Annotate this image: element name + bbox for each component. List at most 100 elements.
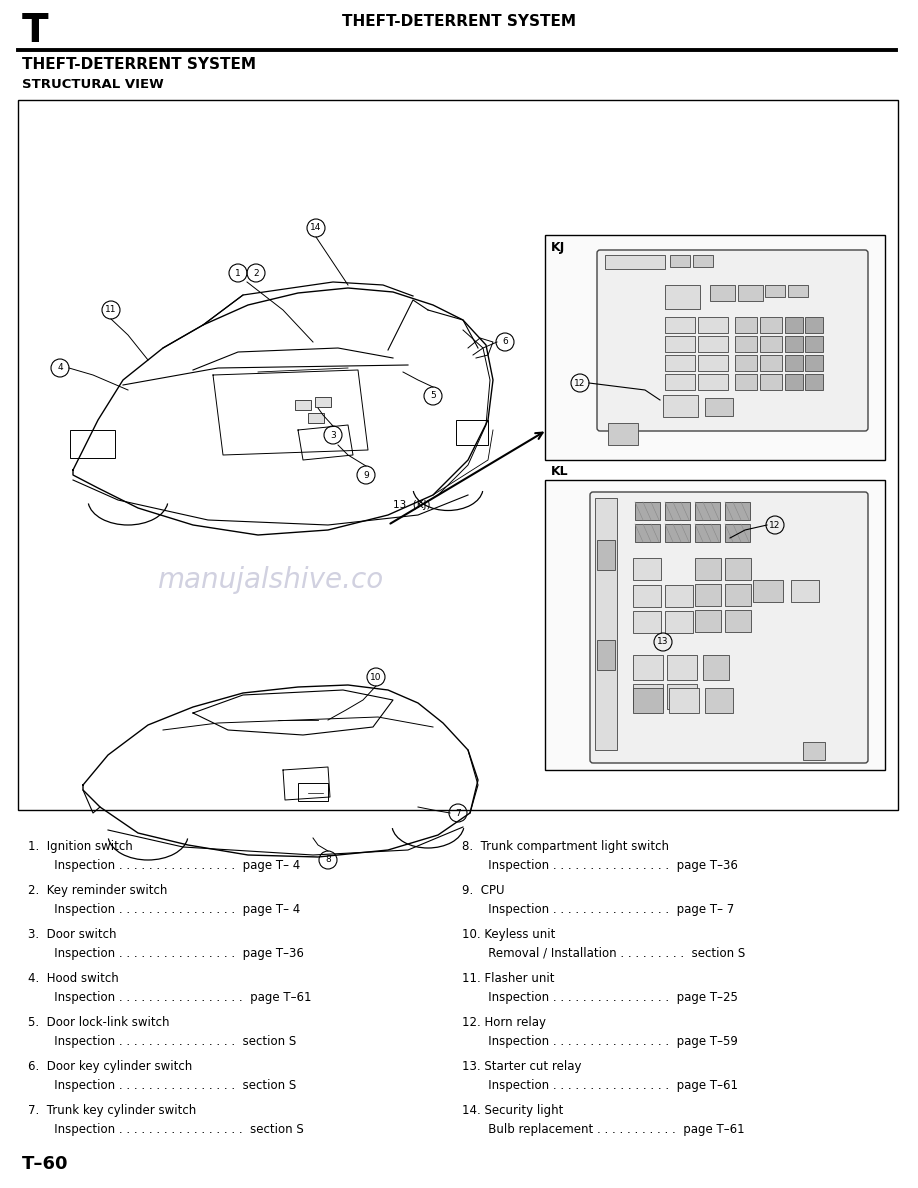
Text: Inspection . . . . . . . . . . . . . . . . .  section S: Inspection . . . . . . . . . . . . . . .…: [28, 1123, 304, 1136]
Text: T: T: [22, 12, 49, 50]
Bar: [803, 742, 825, 760]
FancyBboxPatch shape: [597, 249, 868, 431]
Bar: [695, 503, 720, 520]
Bar: [735, 355, 757, 371]
Bar: [760, 336, 782, 352]
Text: Inspection . . . . . . . . . . . . . . . .  page T–59: Inspection . . . . . . . . . . . . . . .…: [462, 1035, 738, 1048]
Text: Inspection . . . . . . . . . . . . . . . .  page T– 4: Inspection . . . . . . . . . . . . . . .…: [28, 859, 300, 872]
Text: 14. Security light: 14. Security light: [462, 1104, 564, 1117]
Bar: [805, 317, 823, 333]
Bar: [695, 558, 721, 580]
Text: Inspection . . . . . . . . . . . . . . . .  page T–61: Inspection . . . . . . . . . . . . . . .…: [462, 1079, 738, 1092]
Bar: [665, 503, 690, 520]
Bar: [667, 655, 697, 680]
Bar: [785, 374, 803, 390]
Text: 2: 2: [253, 268, 259, 278]
Bar: [710, 285, 735, 301]
Bar: [18, 100, 898, 810]
Text: 6: 6: [502, 337, 508, 347]
Text: T–60: T–60: [22, 1155, 69, 1173]
Bar: [315, 397, 331, 407]
Bar: [705, 398, 733, 416]
Bar: [760, 317, 782, 333]
Bar: [753, 580, 783, 602]
Text: 4.  Hood switch: 4. Hood switch: [28, 972, 118, 985]
Bar: [665, 285, 700, 309]
Text: 6.  Door key cylinder switch: 6. Door key cylinder switch: [28, 1060, 192, 1073]
Bar: [665, 584, 693, 607]
Bar: [665, 317, 695, 333]
Bar: [633, 684, 663, 709]
Text: Inspection . . . . . . . . . . . . . . . .  section S: Inspection . . . . . . . . . . . . . . .…: [28, 1079, 297, 1092]
Bar: [785, 317, 803, 333]
Bar: [725, 524, 750, 542]
Bar: [791, 580, 819, 602]
Bar: [669, 688, 699, 713]
Bar: [760, 355, 782, 371]
Text: 8.  Trunk compartment light switch: 8. Trunk compartment light switch: [462, 840, 669, 853]
Bar: [738, 285, 763, 301]
Bar: [633, 584, 661, 607]
Text: 10: 10: [370, 672, 382, 682]
Bar: [805, 336, 823, 352]
Bar: [633, 611, 661, 633]
Text: Inspection . . . . . . . . . . . . . . . .  page T– 7: Inspection . . . . . . . . . . . . . . .…: [462, 903, 734, 916]
Bar: [693, 255, 713, 267]
Text: THEFT-DETERRENT SYSTEM: THEFT-DETERRENT SYSTEM: [342, 14, 576, 29]
Text: 9.  CPU: 9. CPU: [462, 884, 505, 897]
Text: 12. Horn relay: 12. Horn relay: [462, 1016, 546, 1029]
Bar: [70, 430, 115, 459]
Bar: [665, 374, 695, 390]
Bar: [635, 524, 660, 542]
Bar: [665, 524, 690, 542]
Bar: [788, 285, 808, 297]
Text: STRUCTURAL VIEW: STRUCTURAL VIEW: [22, 78, 163, 91]
Bar: [805, 374, 823, 390]
Bar: [595, 498, 617, 750]
Bar: [545, 480, 885, 770]
Bar: [298, 783, 328, 801]
Text: 7: 7: [455, 809, 461, 817]
Text: Removal / Installation . . . . . . . . .  section S: Removal / Installation . . . . . . . . .…: [462, 947, 745, 960]
Bar: [760, 374, 782, 390]
Bar: [635, 503, 660, 520]
Text: 13  (KJ): 13 (KJ): [393, 500, 431, 510]
Text: 11: 11: [106, 305, 117, 315]
Bar: [765, 285, 785, 297]
Text: 12: 12: [769, 520, 780, 530]
Text: 3: 3: [330, 430, 336, 440]
Bar: [665, 355, 695, 371]
Bar: [695, 584, 721, 606]
Bar: [735, 374, 757, 390]
Text: 13: 13: [657, 638, 668, 646]
Text: 10. Keyless unit: 10. Keyless unit: [462, 928, 555, 941]
Bar: [698, 374, 728, 390]
Bar: [665, 611, 693, 633]
Bar: [725, 503, 750, 520]
Text: 1: 1: [235, 268, 241, 278]
Bar: [605, 255, 665, 268]
Bar: [785, 355, 803, 371]
Text: 14: 14: [310, 223, 321, 233]
Text: manujalshive.co: manujalshive.co: [157, 565, 383, 594]
Bar: [608, 423, 638, 446]
Bar: [735, 336, 757, 352]
Text: 7.  Trunk key cylinder switch: 7. Trunk key cylinder switch: [28, 1104, 196, 1117]
Bar: [663, 394, 698, 417]
Text: Inspection . . . . . . . . . . . . . . . .  page T– 4: Inspection . . . . . . . . . . . . . . .…: [28, 903, 300, 916]
Bar: [633, 655, 663, 680]
Text: Inspection . . . . . . . . . . . . . . . .  page T–36: Inspection . . . . . . . . . . . . . . .…: [462, 859, 738, 872]
Text: 9: 9: [364, 470, 369, 480]
Text: Inspection . . . . . . . . . . . . . . . .  page T–25: Inspection . . . . . . . . . . . . . . .…: [462, 991, 738, 1004]
Bar: [698, 317, 728, 333]
FancyBboxPatch shape: [590, 492, 868, 763]
Bar: [695, 609, 721, 632]
Bar: [597, 640, 615, 670]
Text: 12: 12: [575, 379, 586, 387]
Bar: [667, 684, 697, 709]
Text: 3.  Door switch: 3. Door switch: [28, 928, 117, 941]
Bar: [725, 609, 751, 632]
Text: 11. Flasher unit: 11. Flasher unit: [462, 972, 554, 985]
Bar: [785, 336, 803, 352]
Bar: [670, 255, 690, 267]
